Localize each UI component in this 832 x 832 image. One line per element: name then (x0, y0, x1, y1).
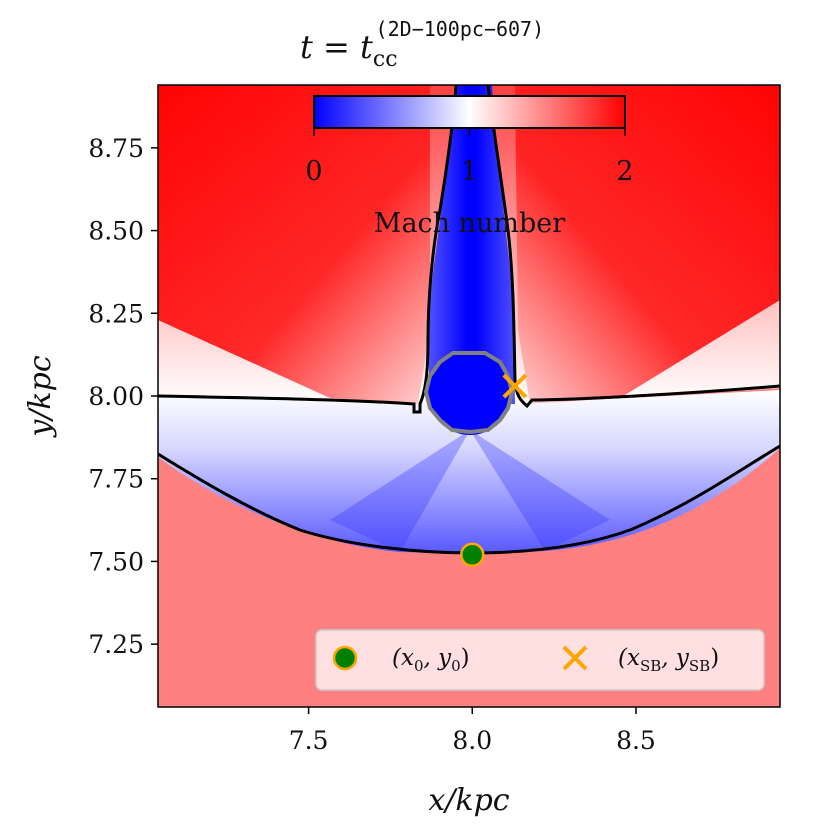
colorbar-tick-label: 1 (461, 156, 478, 187)
point-marker-x (502, 373, 528, 399)
y-tick-label: 8.25 (88, 299, 144, 328)
legend-box (315, 629, 765, 691)
x-tick-label: 7.5 (289, 726, 329, 755)
colorbar-tick-label: 0 (305, 156, 322, 187)
y-tick-label: 8.00 (88, 382, 144, 411)
y-ticks: 7.25 7.50 7.75 8.00 8.25 8.50 8.75 (88, 134, 158, 659)
y-tick-label: 7.25 (88, 630, 144, 659)
colorbar-gradient (313, 95, 626, 129)
core (428, 351, 512, 435)
markers (460, 373, 528, 568)
legend: (x0, y0) (xSB, ySB) (315, 629, 765, 691)
chart-title: t = tcc(2D−100pc−607) (300, 17, 544, 72)
left-wedge (158, 85, 430, 404)
y-tick-label: 8.75 (88, 134, 144, 163)
x-tick-label: 8.5 (616, 726, 656, 755)
sonic-contour-right (486, 85, 780, 409)
heatmap-field (158, 85, 780, 707)
bubble-contour (423, 351, 515, 435)
legend-entry-1: (xSB, ySB) (618, 645, 719, 675)
y-axis-label: y/kpc (23, 355, 58, 438)
y-tick-label: 7.75 (88, 465, 144, 494)
right-wedge (515, 85, 780, 404)
legend-entry-0: (x0, y0) (392, 645, 470, 675)
y-tick-label: 7.50 (88, 547, 144, 576)
x-ticks: 7.5 8.0 8.5 (289, 707, 656, 755)
sonic-contour-left (158, 85, 458, 414)
x-tick-label: 8.0 (452, 726, 492, 755)
jet (428, 85, 515, 404)
legend-x-marker (562, 645, 588, 671)
colorbar-tick-label: 2 (616, 156, 633, 187)
y-tick-label: 8.50 (88, 217, 144, 246)
x-axis-label: x/kpc (428, 783, 509, 818)
shocked-region (158, 390, 780, 554)
colorbar: 0 1 2 Mach number (305, 95, 634, 239)
legend-circle-marker (332, 645, 358, 671)
point-marker-circle (460, 542, 485, 568)
colorbar-label: Mach number (374, 208, 565, 239)
